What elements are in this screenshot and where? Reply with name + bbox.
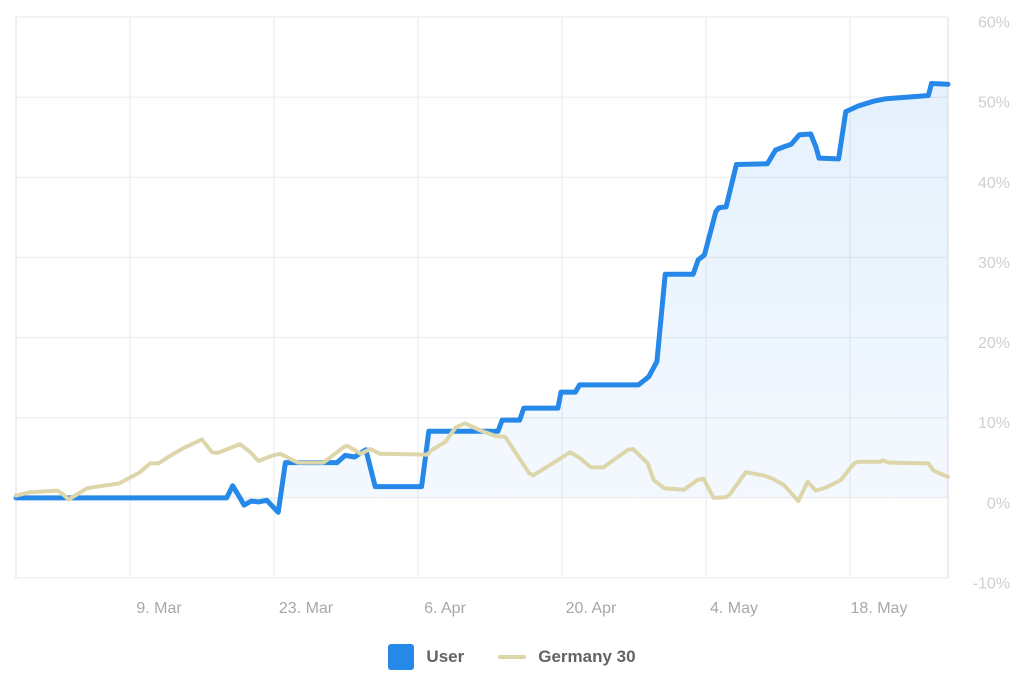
series-lines	[13, 81, 951, 515]
legend-label-germany: Germany 30	[538, 647, 636, 666]
y-axis-label: 10%	[978, 415, 1010, 432]
x-axis-labels: 9. Mar 23. Mar 6. Apr 20. Apr 4. May 18. May	[136, 600, 907, 617]
y-axis-label: 20%	[978, 335, 1010, 352]
x-axis-label: 18. May	[851, 600, 908, 617]
x-axis-label: 4. May	[710, 600, 758, 617]
x-axis-label: 20. Apr	[566, 600, 617, 617]
germany-series-line[interactable]	[14, 421, 950, 504]
user-series-line[interactable]	[13, 81, 951, 515]
germany-series-marker	[498, 655, 527, 659]
user-series-area	[16, 83, 948, 513]
user-series-swatch	[388, 644, 415, 670]
legend: User Germany 30	[0, 640, 1024, 674]
y-axis-label: 30%	[978, 255, 1010, 272]
legend-item-user[interactable]: User	[388, 644, 464, 670]
x-axis-label: 6. Apr	[424, 600, 466, 617]
y-axis-label: 0%	[987, 495, 1010, 512]
legend-item-germany[interactable]: Germany 30	[498, 647, 636, 667]
y-axis-label: 60%	[978, 15, 1010, 32]
y-axis-labels: 60% 50% 40% 30% 20% 10% 0% -10%	[973, 15, 1010, 593]
x-axis-label: 9. Mar	[136, 600, 182, 617]
user-area-fill	[16, 83, 948, 513]
y-axis-label: 50%	[978, 95, 1010, 112]
legend-label-user: User	[426, 647, 465, 666]
y-axis-label: 40%	[978, 175, 1010, 192]
x-axis-label: 23. Mar	[279, 600, 334, 617]
y-axis-label: -10%	[973, 576, 1010, 593]
